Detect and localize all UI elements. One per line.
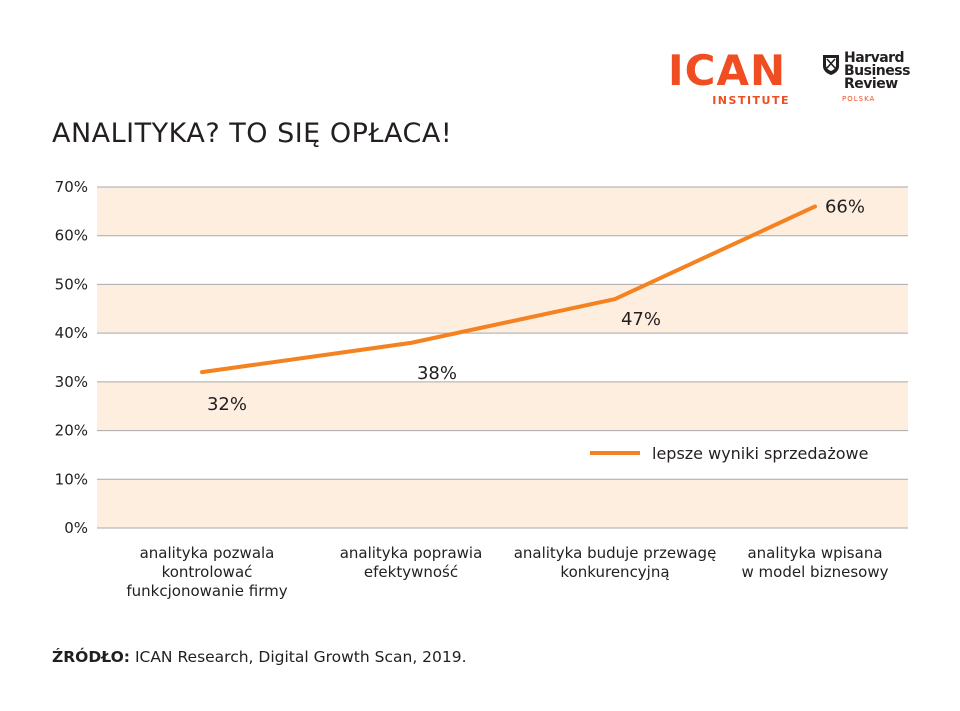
y-tick-label: 40%: [55, 324, 88, 342]
chart-band: [97, 381, 908, 431]
legend-label: lepsze wyniki sprzedażowe: [652, 444, 868, 463]
ican-logo-sub: INSTITUTE: [712, 94, 790, 107]
hbr-line-3: Review: [844, 76, 898, 92]
ican-logo: ICAN INSTITUTE: [668, 46, 792, 108]
x-tick-label: analityka pozwala kontrolować funkcjonowan…: [126, 544, 287, 600]
data-label: 32%: [207, 394, 247, 415]
chart-band: [97, 284, 908, 334]
y-tick-label: 10%: [55, 470, 88, 488]
chart-band: [97, 187, 908, 236]
chart-title: ANALITYKA? TO SIĘ OPŁACA!: [52, 118, 453, 149]
x-tick-label: analityka poprawia efektywność: [340, 544, 483, 581]
y-tick-label: 0%: [64, 519, 88, 537]
source-note: ŹRÓDŁO: ICAN Research, Digital Growth Sc…: [52, 648, 467, 666]
data-label: 66%: [825, 196, 865, 217]
y-tick-label: 70%: [55, 178, 88, 196]
y-tick-label: 20%: [55, 422, 88, 440]
source-label: ŹRÓDŁO:: [52, 648, 130, 666]
data-label: 38%: [417, 363, 457, 384]
x-tick-label: analityka buduje przewagę konkurencyjną: [514, 544, 717, 581]
hbr-line-2: Business: [844, 63, 910, 79]
ican-logo-word: ICAN: [668, 46, 787, 95]
hbr-line-1: Harvard: [844, 50, 905, 66]
source-text: ICAN Research, Digital Growth Scan, 2019…: [134, 648, 467, 666]
y-tick-label: 60%: [55, 227, 88, 245]
data-label: 47%: [621, 309, 661, 330]
x-tick-label: analityka wpisana w model biznesowy: [742, 544, 889, 581]
hbr-logo-sub: POLSKA: [842, 95, 876, 103]
chart-band: [97, 479, 908, 528]
series-line: [200, 204, 817, 375]
y-tick-label: 30%: [55, 373, 88, 391]
hbr-shield-icon: [823, 55, 839, 75]
y-tick-label: 50%: [55, 275, 88, 293]
